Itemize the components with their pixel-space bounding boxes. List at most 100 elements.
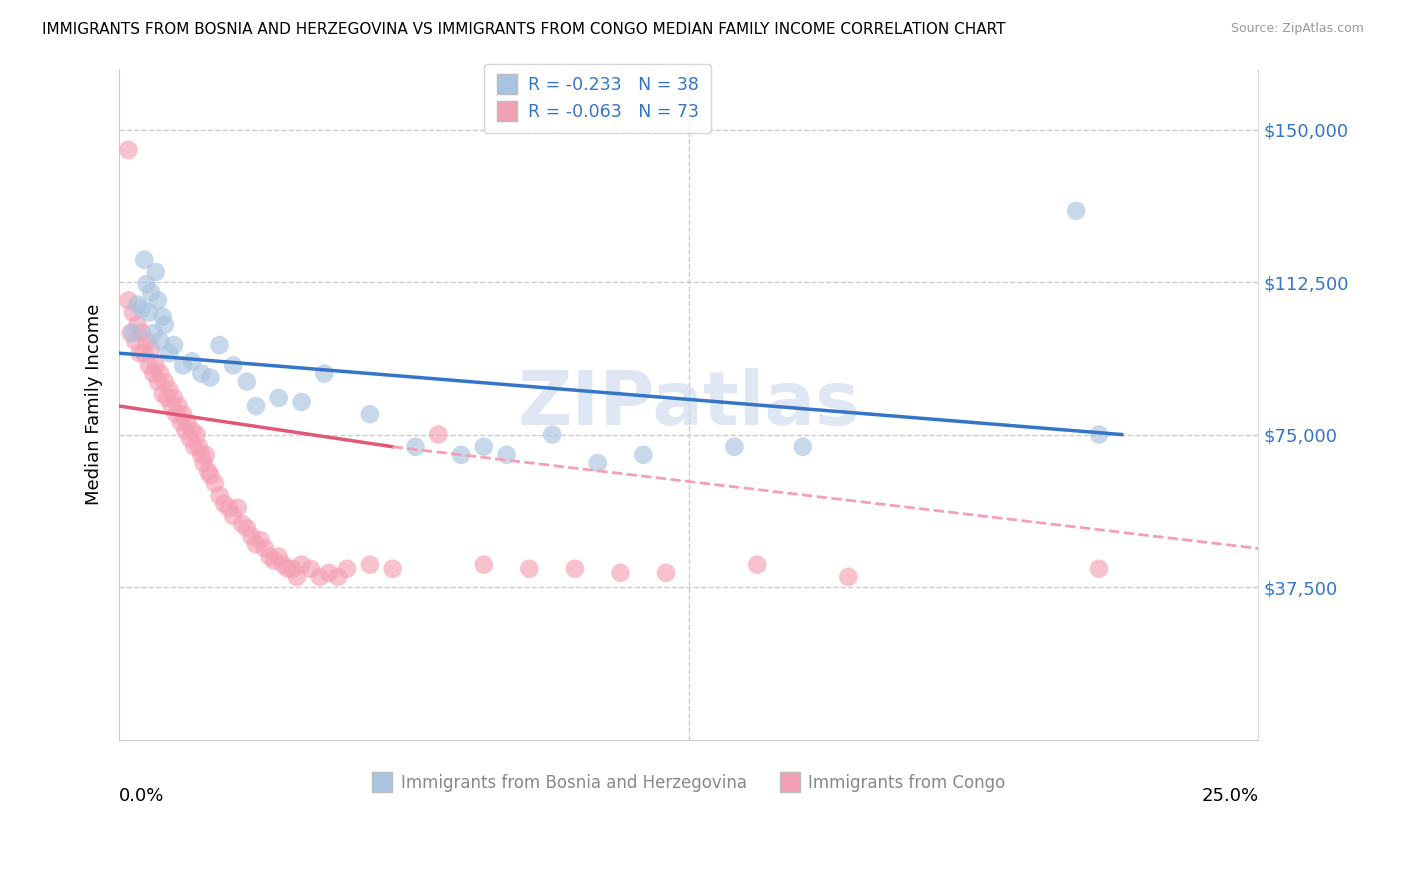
Point	[792, 440, 814, 454]
Point	[165, 407, 187, 421]
Point	[723, 440, 745, 454]
Point	[381, 562, 404, 576]
Point	[141, 285, 163, 300]
Point	[326, 570, 349, 584]
Point	[1088, 427, 1111, 442]
Point	[208, 338, 231, 352]
Point	[254, 541, 277, 556]
Point	[149, 367, 172, 381]
Point	[609, 566, 631, 580]
Point	[120, 326, 142, 340]
Point	[124, 334, 146, 348]
Point	[267, 391, 290, 405]
Point	[564, 562, 586, 576]
Point	[138, 305, 160, 319]
Point	[240, 529, 263, 543]
Point	[160, 399, 183, 413]
Point	[231, 516, 253, 531]
Point	[153, 318, 176, 332]
Point	[127, 297, 149, 311]
Point	[226, 500, 249, 515]
Point	[142, 367, 165, 381]
Point	[236, 521, 259, 535]
Point	[190, 448, 212, 462]
Point	[138, 359, 160, 373]
Point	[176, 415, 198, 429]
Point	[281, 562, 304, 576]
Point	[236, 375, 259, 389]
Point	[427, 427, 450, 442]
Point	[117, 143, 139, 157]
Point	[249, 533, 271, 548]
Point	[308, 570, 330, 584]
Point	[495, 448, 517, 462]
Point	[145, 359, 167, 373]
Point	[170, 415, 193, 429]
Point	[263, 553, 285, 567]
Point	[122, 305, 145, 319]
Point	[450, 448, 472, 462]
Point	[200, 468, 222, 483]
Point	[183, 440, 205, 454]
Y-axis label: Median Family Income: Median Family Income	[86, 303, 103, 505]
Point	[267, 549, 290, 564]
Point	[163, 338, 186, 352]
Point	[200, 370, 222, 384]
Point	[837, 570, 859, 584]
Point	[204, 476, 226, 491]
Point	[472, 558, 495, 572]
Point	[541, 427, 564, 442]
Point	[208, 489, 231, 503]
Point	[152, 310, 174, 324]
Point	[318, 566, 340, 580]
Point	[135, 277, 157, 291]
Point	[245, 537, 267, 551]
Point	[299, 562, 322, 576]
Point	[152, 387, 174, 401]
Point	[1064, 203, 1087, 218]
Point	[586, 456, 609, 470]
Point	[633, 448, 655, 462]
Point	[222, 359, 245, 373]
Point	[149, 334, 172, 348]
Point	[157, 383, 180, 397]
Point	[359, 407, 381, 421]
Point	[194, 448, 217, 462]
Point	[131, 326, 153, 340]
Point	[190, 367, 212, 381]
Point	[290, 395, 312, 409]
Point	[146, 375, 169, 389]
Text: 25.0%: 25.0%	[1201, 787, 1258, 805]
Text: ZIPatlas: ZIPatlas	[517, 368, 860, 441]
Point	[181, 424, 204, 438]
Point	[655, 566, 678, 580]
Legend: Immigrants from Bosnia and Herzegovina, Immigrants from Congo: Immigrants from Bosnia and Herzegovina, …	[366, 767, 1012, 798]
Point	[146, 293, 169, 308]
Point	[285, 570, 308, 584]
Point	[218, 500, 240, 515]
Point	[163, 391, 186, 405]
Point	[193, 456, 215, 470]
Point	[197, 464, 219, 478]
Point	[179, 432, 201, 446]
Text: IMMIGRANTS FROM BOSNIA AND HERZEGOVINA VS IMMIGRANTS FROM CONGO MEDIAN FAMILY IN: IMMIGRANTS FROM BOSNIA AND HERZEGOVINA V…	[42, 22, 1005, 37]
Point	[135, 334, 157, 348]
Text: Source: ZipAtlas.com: Source: ZipAtlas.com	[1230, 22, 1364, 36]
Point	[174, 424, 197, 438]
Point	[273, 558, 295, 572]
Point	[156, 391, 179, 405]
Point	[186, 427, 208, 442]
Text: 0.0%: 0.0%	[120, 787, 165, 805]
Point	[117, 293, 139, 308]
Point	[212, 497, 235, 511]
Point	[172, 359, 194, 373]
Point	[259, 549, 281, 564]
Point	[134, 252, 156, 267]
Point	[127, 318, 149, 332]
Point	[141, 342, 163, 356]
Point	[245, 399, 267, 413]
Point	[172, 407, 194, 421]
Point	[222, 508, 245, 523]
Point	[153, 375, 176, 389]
Point	[181, 354, 204, 368]
